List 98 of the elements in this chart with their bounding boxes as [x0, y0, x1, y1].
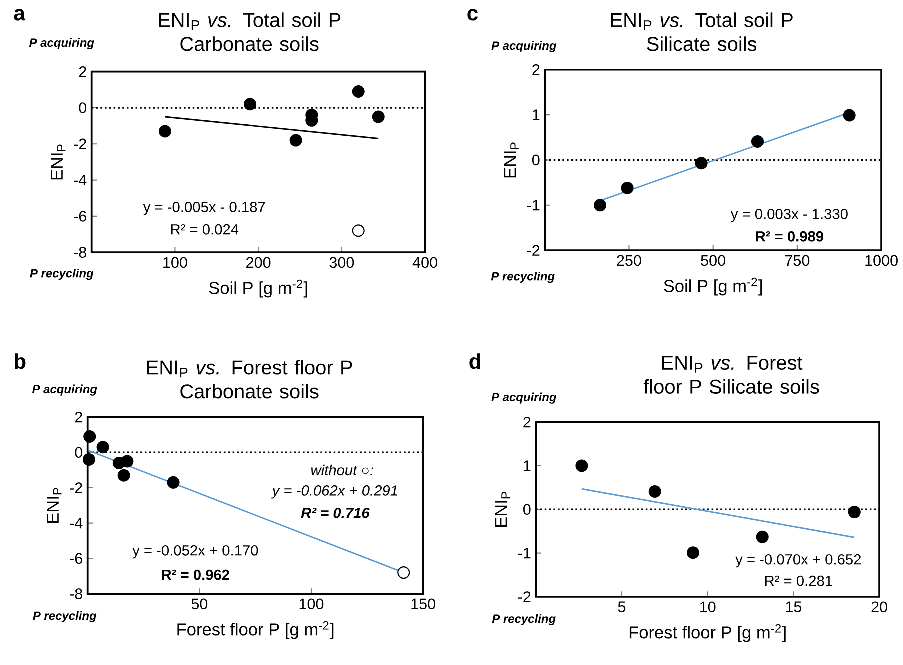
text: P recycling — [491, 272, 555, 284]
text: P acquiring — [492, 392, 557, 404]
annotation: without ○: — [311, 464, 374, 476]
point — [118, 469, 130, 482]
y-tick-label: -2 — [70, 482, 82, 494]
text: P recycling — [492, 614, 556, 626]
x-axis-title: Soil P [g m$^{-2}$] — [664, 278, 762, 296]
x-tick-label: 250 — [617, 255, 642, 266]
x-tick-label: 200 — [246, 257, 271, 268]
x-axis-title: Soil P [g m$^{-2}$] — [209, 280, 308, 298]
annotation: R² = 0.962 — [162, 570, 230, 580]
x-tick-label: 15 — [786, 602, 802, 612]
y-tick-label: 0 — [532, 154, 540, 166]
point — [82, 454, 96, 466]
x-tick-label: 300 — [330, 257, 354, 268]
annotation: y = -0.005x - 0.187 — [143, 202, 266, 216]
point — [848, 506, 861, 519]
chart-title: ENI$_{P}$ vs. Total soil P — [159, 12, 341, 30]
y-tick-label: 2 — [75, 412, 82, 423]
point — [352, 224, 365, 238]
x-axis-title: Forest floor P [g m$^{-2}$] — [630, 624, 786, 642]
y-axis-title: ENI$_{P}$ — [47, 488, 62, 524]
text: P acquiring — [32, 384, 98, 396]
chart-subtitle: Carbonate soils — [180, 36, 319, 52]
point — [352, 86, 365, 98]
y-tick-label: -1 — [518, 548, 531, 559]
y-tick-label: -2 — [518, 592, 531, 602]
annotation: y = -0.070x + 0.652 — [736, 554, 862, 568]
x-tick-label: 1000 — [866, 255, 898, 266]
annotation: R² = 0.716 — [301, 508, 370, 518]
point — [648, 486, 662, 498]
point — [843, 109, 856, 122]
y-tick-label: 0 — [75, 447, 83, 458]
y-tick-label: 1 — [533, 110, 540, 120]
annotation: R² = 0.024 — [171, 224, 239, 235]
chart-title: ENI$_{P}$ vs. Forest floor P Silicate soils — [644, 356, 820, 394]
annotation: R² = 0.281 — [765, 576, 832, 586]
text: d — [470, 354, 480, 370]
text: b — [14, 354, 26, 370]
y-tick-label: -8 — [74, 247, 86, 258]
point — [398, 566, 410, 580]
text: P recycling — [30, 268, 94, 280]
text: c — [468, 9, 478, 21]
text: P acquiring — [29, 38, 94, 50]
point — [158, 125, 172, 138]
annotation: y = -0.052x + 0.170 — [132, 546, 258, 559]
x-tick-label: 100 — [300, 598, 324, 610]
x-tick-label: 400 — [412, 257, 438, 268]
y-tick-label: -6 — [70, 553, 82, 564]
point — [756, 530, 769, 544]
y-tick-label: -1 — [527, 200, 540, 211]
point — [372, 110, 385, 124]
x-tick-label: 10 — [700, 602, 716, 613]
point — [84, 430, 96, 444]
y-tick-label: -4 — [70, 518, 83, 529]
x-tick-label: 150 — [412, 598, 436, 610]
text: P recycling — [33, 611, 97, 623]
annotation: y = 0.003x - 1.330 — [730, 209, 848, 222]
point — [576, 460, 588, 472]
y-tick-label: -2 — [527, 245, 540, 256]
text: a — [14, 9, 26, 21]
point — [695, 157, 708, 170]
chart-subtitle: Silicate soils — [647, 36, 757, 52]
y-axis-title: ENI$_{P}$ — [504, 142, 519, 178]
y-tick-label: 0 — [524, 504, 531, 516]
y-tick-label: 2 — [532, 64, 540, 76]
x-tick-label: 50 — [192, 598, 208, 610]
x-tick-label: 20 — [872, 602, 888, 613]
point — [686, 546, 700, 560]
y-tick-label: 0 — [79, 102, 87, 114]
point — [621, 182, 634, 195]
point — [751, 135, 764, 148]
y-tick-label: -8 — [70, 588, 82, 600]
text: P acquiring — [492, 41, 557, 53]
y-tick-label: -2 — [74, 138, 86, 150]
x-tick-label: 5 — [618, 602, 626, 612]
x-tick-label: 100 — [164, 257, 188, 268]
annotation: y = -0.062x + 0.291 — [272, 486, 398, 499]
point — [594, 199, 607, 212]
annotation: R² = 0.989 — [756, 231, 824, 242]
point — [167, 476, 180, 489]
point — [96, 441, 110, 454]
x-axis-title: Forest floor P [g m$^{-2}$] — [178, 621, 334, 640]
y-tick-label: 2 — [524, 416, 531, 428]
y-tick-label: 1 — [524, 460, 531, 472]
chart-title: ENI$_{P}$ vs. Forest floor P — [147, 360, 352, 378]
y-tick-label: 2 — [79, 66, 86, 78]
point — [244, 98, 256, 111]
point — [290, 134, 302, 147]
y-tick-label: -6 — [74, 211, 86, 222]
y-tick-label: -4 — [74, 175, 87, 186]
chart-subtitle: Carbonate soils — [180, 384, 319, 399]
point — [121, 455, 134, 468]
x-tick-label: 750 — [785, 255, 810, 266]
y-axis-title: ENI$_{P}$ — [495, 492, 510, 528]
y-axis-title: ENI$_{P}$ — [50, 144, 66, 180]
chart-title: ENI$_{P}$ vs. Total soil P — [611, 12, 793, 30]
x-tick-label: 500 — [701, 255, 726, 266]
